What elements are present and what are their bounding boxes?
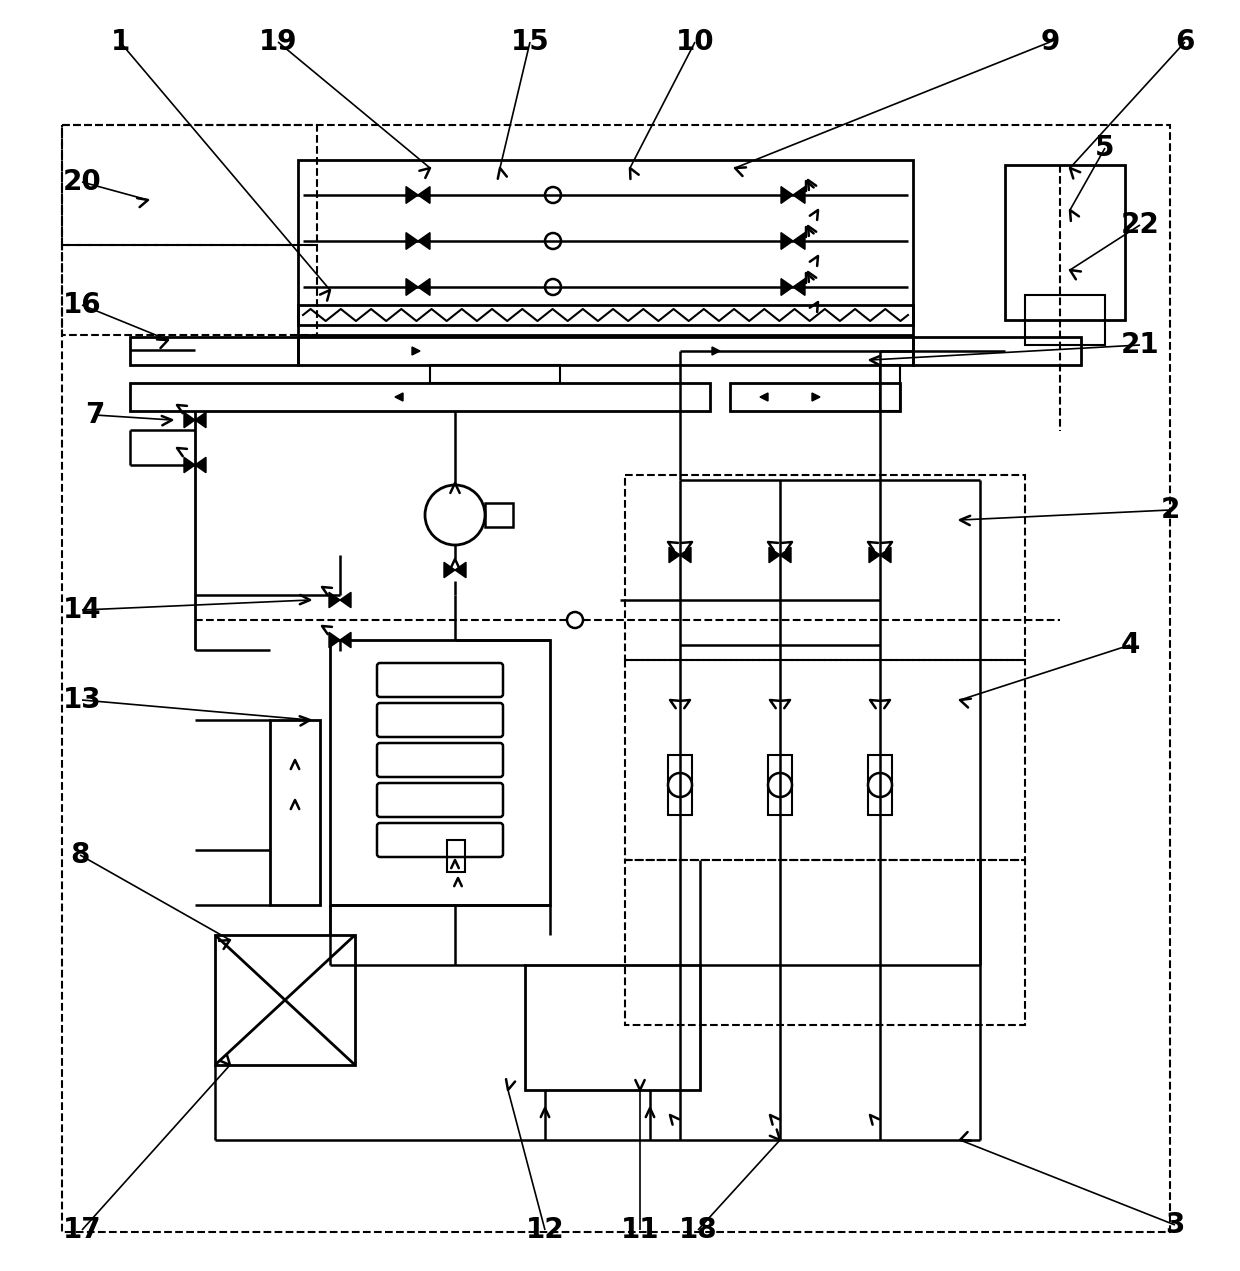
Polygon shape [794, 187, 805, 203]
Polygon shape [184, 458, 195, 473]
Bar [62, 125, 1171, 1232]
Polygon shape [794, 278, 805, 295]
Bar [298, 160, 913, 336]
Text: 7: 7 [86, 400, 104, 430]
Polygon shape [455, 562, 466, 578]
Bar [730, 383, 900, 411]
Polygon shape [329, 592, 340, 608]
Bar [130, 383, 711, 411]
Polygon shape [418, 233, 430, 249]
Text: 9: 9 [1040, 28, 1060, 56]
Text: 10: 10 [676, 28, 714, 56]
Polygon shape [712, 347, 720, 355]
Polygon shape [781, 278, 794, 295]
Polygon shape [780, 548, 791, 563]
Polygon shape [812, 393, 820, 400]
Bar [868, 755, 892, 815]
Polygon shape [195, 412, 206, 428]
Polygon shape [405, 233, 418, 249]
Polygon shape [405, 278, 418, 295]
Polygon shape [869, 548, 880, 563]
Polygon shape [760, 393, 768, 400]
Text: 6: 6 [1176, 28, 1194, 56]
Polygon shape [680, 548, 691, 563]
Bar [298, 337, 913, 365]
Bar [62, 245, 317, 336]
Polygon shape [794, 233, 805, 249]
Bar [215, 935, 355, 1065]
Text: 21: 21 [1121, 330, 1159, 358]
Text: 15: 15 [511, 28, 549, 56]
Bar [485, 503, 513, 527]
Text: 11: 11 [621, 1216, 660, 1244]
Polygon shape [184, 412, 195, 428]
Text: 14: 14 [63, 596, 102, 624]
Text: 12: 12 [526, 1216, 564, 1244]
Polygon shape [418, 187, 430, 203]
Polygon shape [418, 278, 430, 295]
Polygon shape [396, 393, 403, 400]
Bar [1025, 295, 1105, 344]
Text: 8: 8 [71, 841, 89, 869]
Polygon shape [340, 592, 351, 608]
Polygon shape [781, 233, 794, 249]
Bar [913, 337, 1081, 365]
Bar [130, 337, 298, 365]
Bar [625, 860, 1025, 1024]
Text: 13: 13 [63, 686, 102, 714]
Polygon shape [670, 548, 680, 563]
Text: 16: 16 [63, 291, 102, 319]
Text: 20: 20 [63, 168, 102, 196]
Polygon shape [769, 548, 780, 563]
Polygon shape [412, 347, 420, 355]
Polygon shape [340, 632, 351, 648]
Text: 19: 19 [259, 28, 298, 56]
Text: 5: 5 [1095, 133, 1115, 161]
Bar [330, 641, 551, 905]
Bar [625, 475, 1025, 660]
Text: 18: 18 [678, 1216, 717, 1244]
Polygon shape [329, 632, 340, 648]
Bar [525, 965, 701, 1091]
Text: 2: 2 [1161, 496, 1179, 524]
Bar [270, 719, 320, 905]
Bar [1004, 165, 1125, 320]
Text: 17: 17 [63, 1216, 102, 1244]
Polygon shape [405, 187, 418, 203]
Polygon shape [444, 562, 455, 578]
Bar [430, 365, 560, 383]
Text: 3: 3 [1166, 1211, 1184, 1239]
Bar [298, 305, 913, 325]
Bar [768, 755, 792, 815]
Bar [446, 840, 465, 872]
Text: 1: 1 [110, 28, 130, 56]
Bar [625, 660, 1025, 860]
Bar [668, 755, 692, 815]
Polygon shape [880, 548, 892, 563]
Text: 22: 22 [1121, 211, 1159, 239]
Polygon shape [195, 458, 206, 473]
Polygon shape [781, 187, 794, 203]
Text: 4: 4 [1120, 630, 1140, 658]
Bar [62, 125, 317, 245]
Bar [880, 365, 900, 411]
